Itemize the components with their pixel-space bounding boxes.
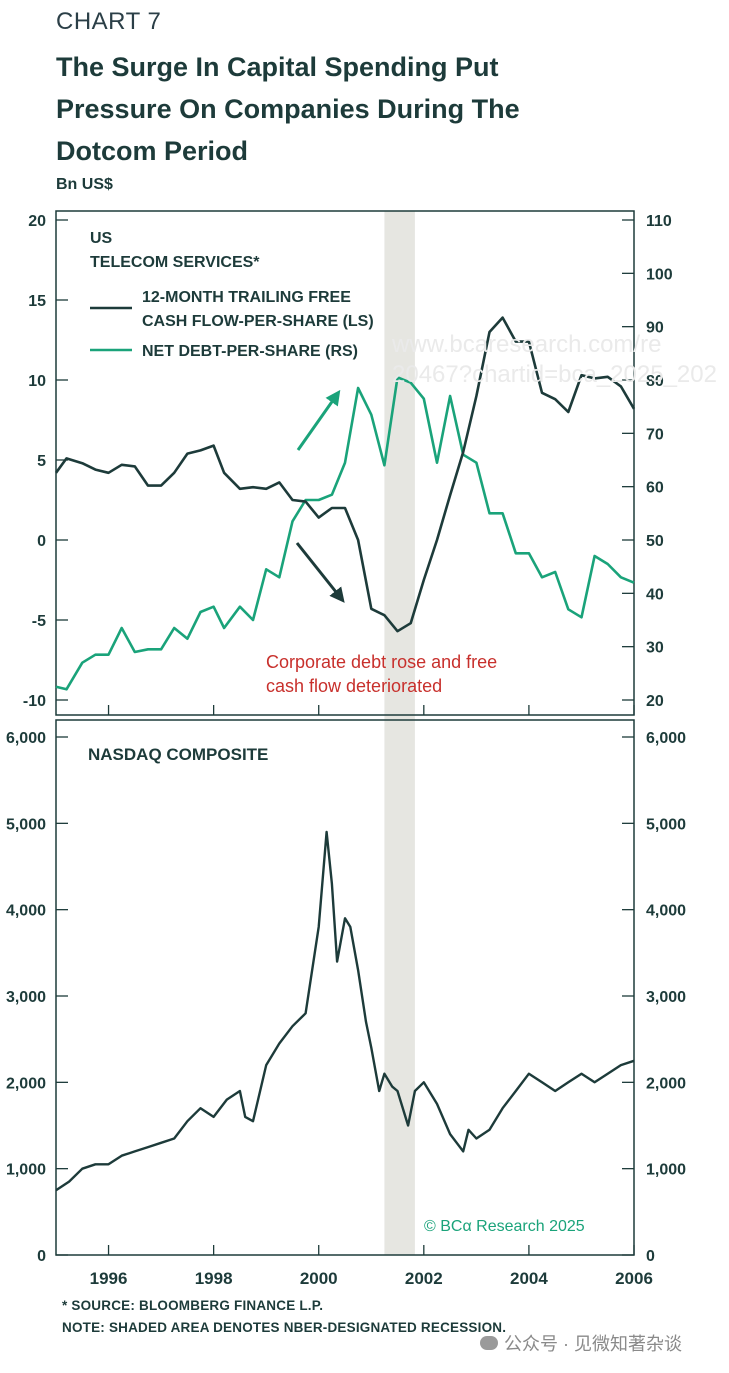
right-tick-label: 60 (646, 480, 664, 497)
url-watermark-line-2: 20467?chartid=bca_2025_202 (392, 361, 717, 388)
x-tick-label: 2006 (615, 1269, 653, 1288)
free-cash-flow-line (54, 316, 636, 633)
right-tick-label: 40 (646, 586, 664, 603)
left-tick-label: -5 (32, 613, 46, 630)
wechat-watermark: 公众号 · 见微知著杂谈 (480, 1330, 682, 1356)
left-tick-label: 5 (37, 453, 46, 470)
url-watermark-line-1: www.bcaresearch.com/re (392, 331, 662, 358)
annotation-line-2: cash flow deteriorated (266, 676, 442, 696)
chart-number: CHART 7 (56, 8, 162, 35)
left-tick-label: 15 (28, 293, 46, 310)
nasdaq-left-tick-label: 3,000 (6, 989, 46, 1006)
legend-label-fcf-line-1: 12-MONTH TRAILING FREE (142, 289, 351, 306)
nasdaq-left-tick-label: 6,000 (6, 730, 46, 747)
recession-note: NOTE: SHADED AREA DENOTES NBER-DESIGNATE… (62, 1320, 507, 1335)
right-tick-label: 90 (646, 320, 664, 337)
nasdaq-right-tick-label: 3,000 (646, 989, 686, 1006)
panel-title-line-2: TELECOM SERVICES* (90, 254, 260, 271)
title-line-2: Pressure On Companies During The (56, 94, 520, 124)
legend-label-fcf-line-2: CASH FLOW-PER-SHARE (LS) (142, 313, 374, 330)
right-tick-label: 50 (646, 533, 664, 550)
nasdaq-left-tick-label: 1,000 (6, 1162, 46, 1179)
right-tick-label: 100 (646, 266, 673, 283)
annotation-line-1: Corporate debt rose and free (266, 652, 497, 672)
left-tick-label: 10 (28, 373, 46, 390)
title-line-3: Dotcom Period (56, 136, 249, 166)
x-tick-label: 2000 (300, 1269, 338, 1288)
nasdaq-left-tick-label: 4,000 (6, 903, 46, 920)
left-tick-label: -10 (23, 693, 46, 710)
net-debt-line (55, 376, 635, 691)
right-tick-label: 70 (646, 426, 664, 443)
title-line-1: The Surge In Capital Spending Put (56, 52, 499, 82)
right-tick-label: 80 (646, 373, 664, 390)
x-tick-label: 1998 (195, 1269, 233, 1288)
nasdaq-left-tick-label: 2,000 (6, 1075, 46, 1092)
legend-label-debt: NET DEBT-PER-SHARE (RS) (142, 343, 358, 360)
nasdaq-left-tick-label: 5,000 (6, 816, 46, 833)
left-tick-label: 0 (37, 533, 46, 550)
chart-canvas: -10 -5 0 5 10 15 20 20 30 40 50 60 70 80 90 100 110 0 1,00… (6, 210, 686, 1288)
unit-label: Bn US$ (56, 176, 113, 193)
panel-title-line-1: US (90, 230, 113, 247)
bottom-panel-frame (55, 719, 635, 1256)
right-tick-label: 30 (646, 640, 664, 657)
nasdaq-right-tick-label: 1,000 (646, 1162, 686, 1179)
nasdaq-right-tick-label: 0 (646, 1248, 655, 1265)
wechat-icon (480, 1336, 498, 1350)
source-note: * SOURCE: BLOOMBERG FINANCE L.P. (62, 1298, 324, 1313)
nasdaq-right-tick-label: 5,000 (646, 816, 686, 833)
nasdaq-line (55, 830, 635, 1192)
nasdaq-right-tick-label: 6,000 (646, 730, 686, 747)
nasdaq-right-tick-label: 4,000 (646, 903, 686, 920)
nasdaq-title: NASDAQ COMPOSITE (88, 745, 268, 764)
fcf-down-arrow (295, 542, 345, 603)
debt-up-arrow (296, 389, 341, 451)
right-tick-label: 20 (646, 693, 664, 710)
wechat-watermark-text: 公众号 · 见微知著杂谈 (504, 1334, 682, 1354)
chart-title: The Surge In Capital Spending Put Pressu… (56, 46, 656, 172)
x-tick-label: 2002 (405, 1269, 443, 1288)
bca-logo: © BCα Research 2025 (424, 1218, 585, 1235)
top-panel-frame (55, 210, 635, 716)
nasdaq-right-tick-label: 2,000 (646, 1075, 686, 1092)
url-watermark: www.bcaresearch.com/re 20467?chartid=bca… (392, 330, 717, 390)
right-tick-label: 110 (646, 213, 672, 230)
left-tick-label: 20 (28, 213, 46, 230)
x-tick-label: 1996 (90, 1269, 128, 1288)
nasdaq-left-tick-label: 0 (37, 1248, 46, 1265)
x-tick-label: 2004 (510, 1269, 548, 1288)
